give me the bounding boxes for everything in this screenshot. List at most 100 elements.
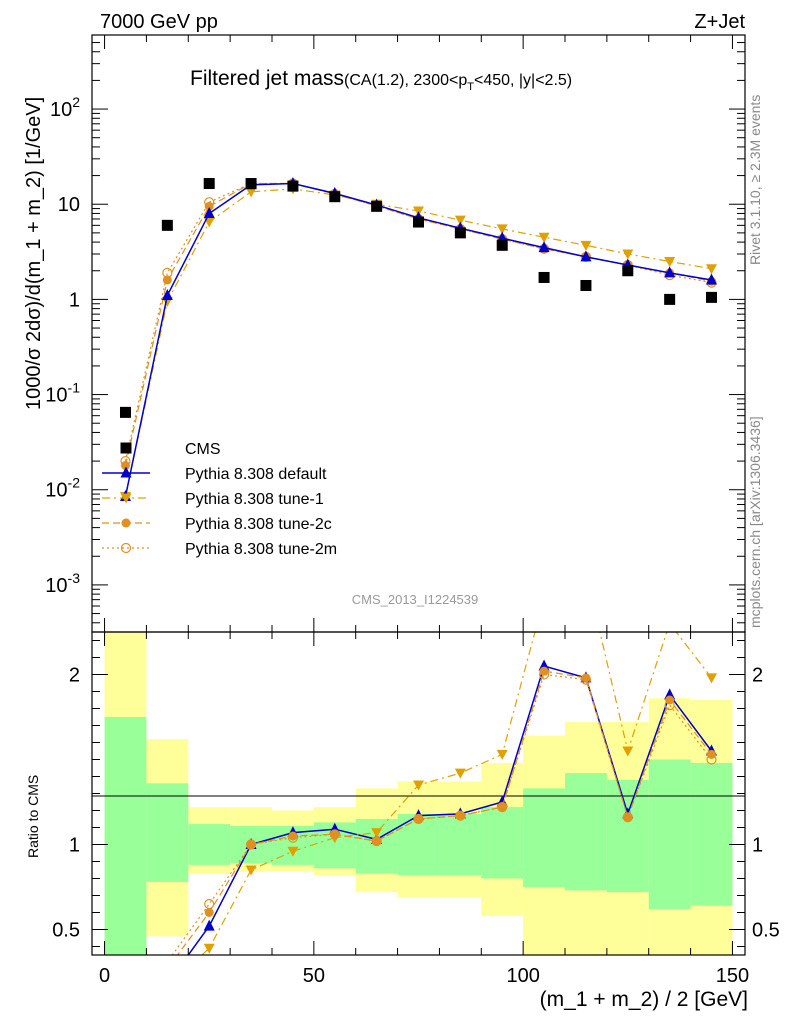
data-point bbox=[664, 257, 676, 268]
chart-title: Filtered jet mass(CA(1.2), 2300<pT<450, … bbox=[190, 67, 572, 93]
y-tick-label-base: 10 bbox=[45, 575, 67, 597]
data-point bbox=[580, 250, 592, 262]
y-tick-label: 102 bbox=[50, 94, 80, 121]
y-tick-label-exponent: -2 bbox=[68, 475, 81, 491]
data-point bbox=[706, 273, 718, 285]
data-point bbox=[119, 406, 131, 418]
ratio-y-tick-label-right: 0.5 bbox=[752, 920, 780, 942]
data-point bbox=[706, 291, 718, 303]
data-point bbox=[203, 206, 215, 218]
data-point bbox=[162, 275, 172, 285]
ratio-point bbox=[496, 749, 508, 760]
y-tick-label: 10-2 bbox=[45, 475, 80, 502]
data-point bbox=[622, 265, 634, 277]
ratio-point bbox=[664, 699, 675, 711]
ratio-point bbox=[706, 673, 718, 684]
ratio-point bbox=[203, 943, 215, 954]
ratio-point bbox=[455, 810, 466, 821]
data-point bbox=[454, 215, 466, 226]
ratio-point bbox=[204, 898, 215, 910]
y-tick-label-exponent: -3 bbox=[68, 570, 81, 586]
ratio-y-tick-label-right: 2 bbox=[752, 665, 763, 687]
ratio-band-inner bbox=[523, 788, 566, 887]
ratio-point bbox=[413, 780, 424, 791]
chart-title-main: Filtered jet mass bbox=[190, 67, 344, 90]
ratio-y-tick-label-right: 1 bbox=[752, 835, 763, 857]
data-point bbox=[413, 216, 424, 228]
ratio-point bbox=[539, 666, 549, 676]
data-point bbox=[287, 180, 299, 192]
data-point bbox=[496, 239, 508, 251]
data-point bbox=[161, 219, 173, 231]
chart-title-sub-subscript: T bbox=[467, 81, 474, 93]
ratio-y-axis-label: Ratio to CMS bbox=[25, 775, 41, 858]
ratio-point bbox=[204, 908, 214, 917]
y-tick-label-exponent: 2 bbox=[72, 94, 80, 110]
data-point bbox=[580, 279, 592, 291]
ratio-point bbox=[455, 811, 465, 821]
data-point bbox=[580, 240, 592, 251]
legend: CMS Pythia 8.308 default Pythia 8.308 tune… bbox=[102, 441, 337, 558]
ratio-point bbox=[622, 812, 633, 823]
y-tick-label: 1 bbox=[69, 289, 80, 311]
data-point bbox=[706, 264, 718, 275]
rivet-label: Rivet 3.1.10, ≥ 2.3M events bbox=[747, 95, 763, 265]
y-tick-label-base: 1 bbox=[69, 289, 80, 311]
ratio-point bbox=[245, 839, 257, 850]
data-point bbox=[245, 178, 257, 190]
ratio-point bbox=[454, 768, 466, 779]
x-tick-label: 150 bbox=[716, 965, 749, 987]
chart-title-sub-suffix: <450, |y|<2.5) bbox=[474, 72, 572, 89]
ratio-point bbox=[622, 746, 634, 757]
ratio-y-tick-label: 2 bbox=[69, 665, 80, 687]
ratio-point bbox=[287, 846, 299, 857]
ratio-band-inner bbox=[606, 779, 649, 893]
legend-label: Pythia 8.308 tune-2m bbox=[185, 541, 337, 558]
ratio-point bbox=[538, 669, 550, 680]
y-tick-label: 10 bbox=[58, 194, 80, 216]
ratio-band-inner bbox=[355, 819, 398, 874]
header-left-label: 7000 GeV pp bbox=[100, 11, 218, 33]
ratio-point bbox=[203, 919, 215, 931]
legend-marker bbox=[120, 442, 132, 454]
legend-label: Pythia 8.308 tune-2c bbox=[185, 516, 332, 533]
y-axis-label: 1000/σ 2dσ)/d(m_1 + m_2) [1/GeV] bbox=[23, 97, 45, 410]
y-tick-label: 10-3 bbox=[45, 570, 80, 597]
y-tick-label-exponent: -1 bbox=[68, 380, 81, 396]
ratio-band-inner bbox=[188, 824, 231, 865]
series-line bbox=[124, 182, 712, 462]
legend-label: CMS bbox=[185, 441, 221, 458]
ratio-point bbox=[580, 674, 592, 685]
legend-label: Pythia 8.308 default bbox=[185, 466, 327, 483]
ratio-point bbox=[372, 836, 382, 846]
legend-label: Pythia 8.308 tune-1 bbox=[185, 491, 324, 508]
ratio-band-inner bbox=[146, 783, 189, 882]
x-tick-label: 50 bbox=[303, 965, 325, 987]
legend-marker bbox=[120, 493, 132, 504]
legend-marker bbox=[120, 542, 132, 554]
ratio-band-inner bbox=[104, 717, 147, 955]
y-tick-label-base: 10 bbox=[58, 194, 80, 216]
legend-marker bbox=[120, 466, 132, 478]
data-point bbox=[664, 266, 676, 278]
ratio-point bbox=[413, 813, 424, 825]
data-point bbox=[204, 201, 214, 211]
ratio-point bbox=[371, 835, 382, 847]
data-point bbox=[664, 293, 676, 305]
main-series bbox=[119, 177, 718, 502]
data-point bbox=[371, 200, 383, 212]
ratio-band-inner bbox=[481, 807, 524, 879]
data-point bbox=[245, 187, 257, 198]
ratio-point bbox=[371, 828, 383, 839]
ratio-point bbox=[287, 832, 299, 843]
mcplots-label: mcplots.cern.ch [arXiv:1306.3436] bbox=[747, 416, 763, 628]
ratio-band-inner bbox=[439, 813, 482, 876]
chart-title-sub-prefix: (CA(1.2), 2300<p bbox=[344, 72, 467, 89]
data-point bbox=[496, 224, 508, 235]
data-point bbox=[538, 271, 550, 283]
ratio-point bbox=[497, 801, 508, 813]
ticks bbox=[92, 34, 745, 955]
ratio-bands bbox=[104, 632, 733, 955]
